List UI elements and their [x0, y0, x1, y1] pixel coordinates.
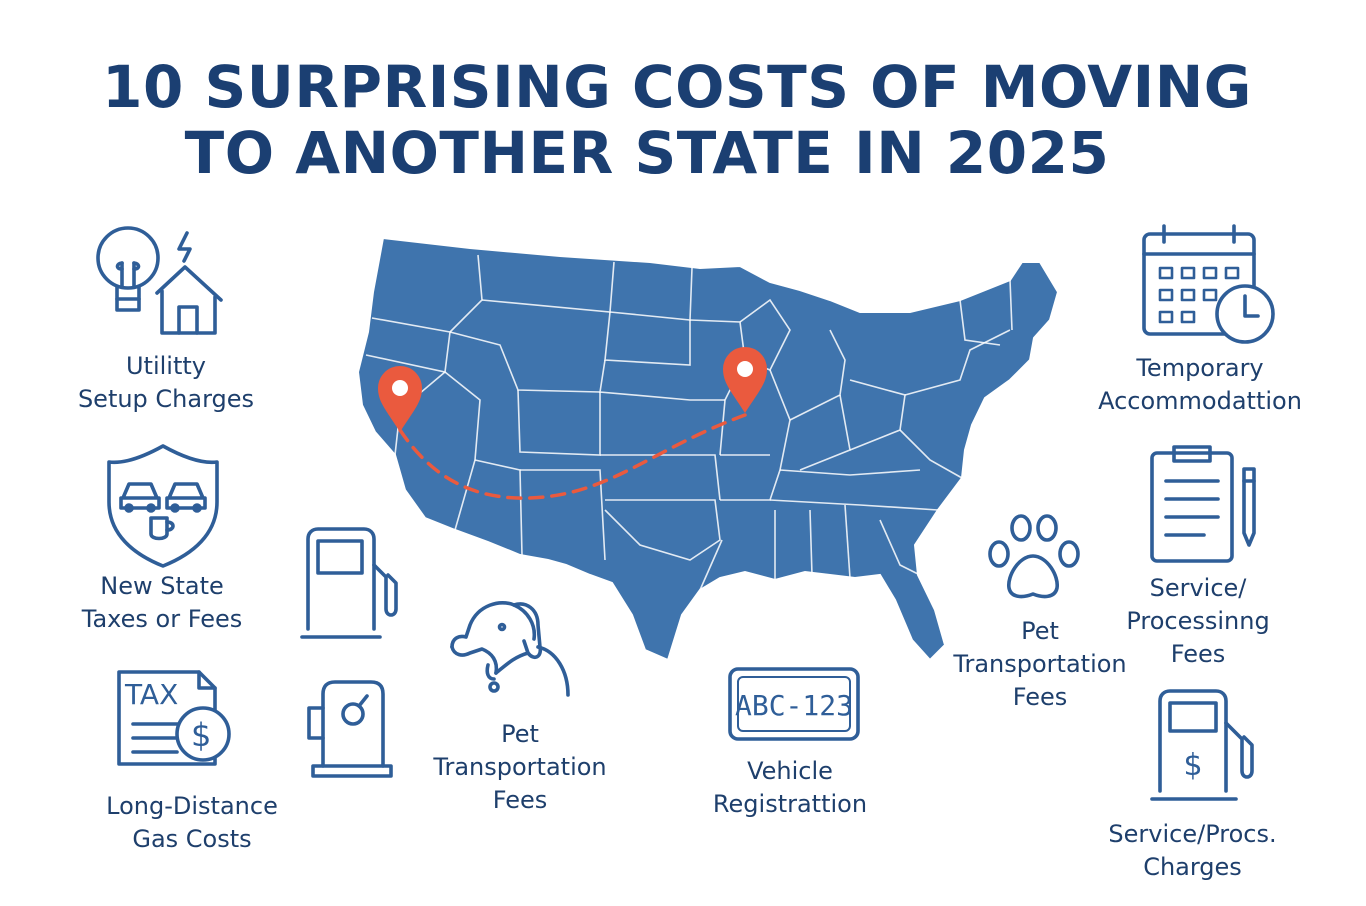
calendar-clock-icon [1140, 222, 1280, 344]
fuel-pump-gauge-icon [305, 678, 395, 780]
destination-pin-icon [723, 347, 767, 413]
page-title-line-2: TO ANOTHER STATE IN 2025 [184, 119, 1110, 187]
dog-head-icon [448, 595, 578, 700]
svg-text:$: $ [1183, 748, 1202, 783]
svg-text:TAX: TAX [124, 678, 178, 711]
moving-route [398, 413, 747, 500]
paw-print-icon [985, 512, 1085, 604]
origin-pin-icon [378, 366, 422, 432]
us-map-landmass [356, 236, 1060, 662]
long-distance-gas-label: Long-Distance Gas Costs [106, 792, 278, 853]
svg-text:ABC-123: ABC-123 [735, 689, 853, 722]
vehicle-registration-label: Vehicle Registrattion [712, 757, 868, 818]
temporary-accommodation-label: Temporary Accommodattion [1098, 354, 1302, 415]
lightbulb-house-icon [95, 225, 230, 340]
license-plate-icon: ABC-123 [728, 667, 860, 741]
svg-text:$: $ [191, 716, 211, 754]
page-title-line-1: 10 SURPRISING COSTS OF MOVING [102, 53, 1252, 121]
clipboard-pen-icon [1148, 445, 1260, 565]
shield-cars-icon [105, 442, 223, 570]
pet-transport-right-label: Pet Transportation Fees [953, 617, 1127, 711]
new-state-taxes-label: New State Taxes or Fees [81, 572, 243, 633]
pet-transport-center-label: Pet Transportation Fees [433, 720, 607, 814]
fuel-pump-icon [300, 525, 400, 643]
service-procs-charges-label: Service/Procs. Charges [1108, 820, 1277, 881]
utility-setup-label: Utilitty Setup Charges [77, 352, 255, 413]
service-processing-fees-label: Service/ Processinng Fees [1126, 574, 1270, 668]
tax-document-dollar-icon: TAX $ [115, 668, 237, 768]
fuel-pump-dollar-icon: $ [1150, 687, 1256, 807]
